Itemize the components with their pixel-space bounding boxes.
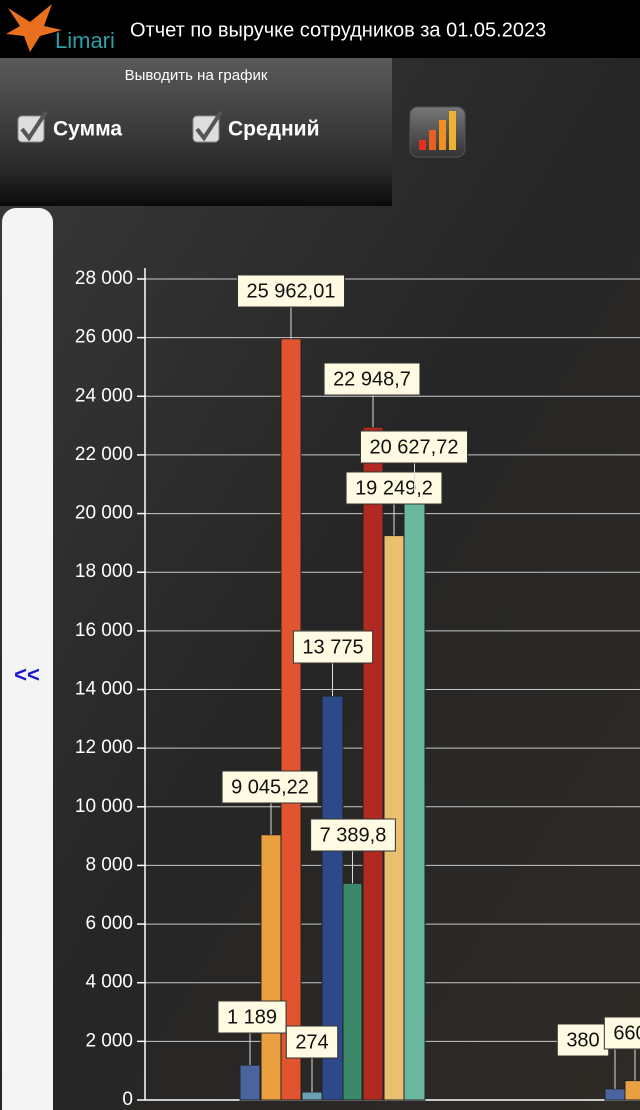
data-label-box	[603, 1016, 640, 1050]
data-label: 1 189	[227, 1006, 277, 1028]
chart-button[interactable]	[409, 106, 466, 158]
bar	[239, 1064, 261, 1101]
bar	[342, 882, 363, 1101]
y-tick-label: 16 000	[75, 620, 133, 641]
icon-bar	[449, 111, 456, 150]
y-tick-label: 6 000	[85, 913, 133, 934]
checkmark	[20, 110, 48, 142]
data-label: 660	[613, 1022, 640, 1044]
data-label: 9 045,22	[231, 776, 309, 798]
data-label: 7 389,8	[320, 824, 387, 846]
logo-text: Limari	[55, 28, 115, 53]
bar	[604, 1088, 626, 1101]
back-button[interactable]: <<	[14, 662, 40, 687]
data-label: 20 627,72	[370, 436, 459, 458]
checkmark	[195, 110, 223, 142]
y-tick-label: 4 000	[85, 972, 133, 993]
bar	[362, 426, 384, 1101]
data-label-box	[310, 818, 396, 852]
y-tick-label: 14 000	[75, 679, 133, 700]
data-label-box	[285, 1025, 339, 1059]
y-tick-label: 20 000	[75, 503, 133, 524]
header-bar	[0, 0, 640, 58]
data-label-box	[221, 770, 319, 804]
y-tick-label: 18 000	[75, 561, 133, 582]
background	[0, 58, 640, 1110]
y-tick-label: 0	[122, 1089, 133, 1110]
y-tick-label: 10 000	[75, 796, 133, 817]
bar	[301, 1091, 323, 1101]
data-label-box	[556, 1023, 610, 1057]
y-tick-label: 8 000	[85, 854, 133, 875]
bar	[260, 834, 282, 1101]
y-tick-label: 2 000	[85, 1030, 133, 1051]
data-label-box	[237, 274, 345, 308]
data-label-box	[360, 430, 468, 464]
side-tab[interactable]	[2, 208, 53, 1110]
data-label: 13 775	[302, 636, 363, 658]
panel-caption: Выводить на график	[125, 67, 268, 84]
bar	[624, 1080, 640, 1101]
bar	[403, 494, 426, 1101]
y-tick-label: 22 000	[75, 444, 133, 465]
y-tick-label: 28 000	[75, 268, 133, 289]
icon-bar	[439, 120, 446, 150]
data-label-box	[345, 471, 443, 505]
y-tick-label: 24 000	[75, 385, 133, 406]
data-label: 380	[566, 1029, 599, 1051]
page-title: Отчет по выручке сотрудников за 01.05.20…	[130, 19, 546, 41]
y-tick-label: 26 000	[75, 327, 133, 348]
checkbox-label: Сумма	[53, 118, 122, 141]
bar	[280, 338, 302, 1101]
data-label: 19 249,2	[355, 477, 433, 499]
icon-bar	[419, 140, 426, 150]
logo-bird	[6, 4, 62, 52]
icon-bar	[429, 130, 436, 150]
data-label-box	[292, 630, 374, 664]
bar	[383, 535, 405, 1101]
data-label: 274	[295, 1031, 328, 1053]
y-tick-label: 12 000	[75, 737, 133, 758]
data-label-box	[217, 1000, 287, 1034]
data-label: 22 948,7	[333, 368, 411, 390]
checkbox-label: Средний	[228, 118, 320, 141]
data-label: 25 962,01	[247, 280, 336, 302]
data-label-box	[323, 362, 421, 396]
